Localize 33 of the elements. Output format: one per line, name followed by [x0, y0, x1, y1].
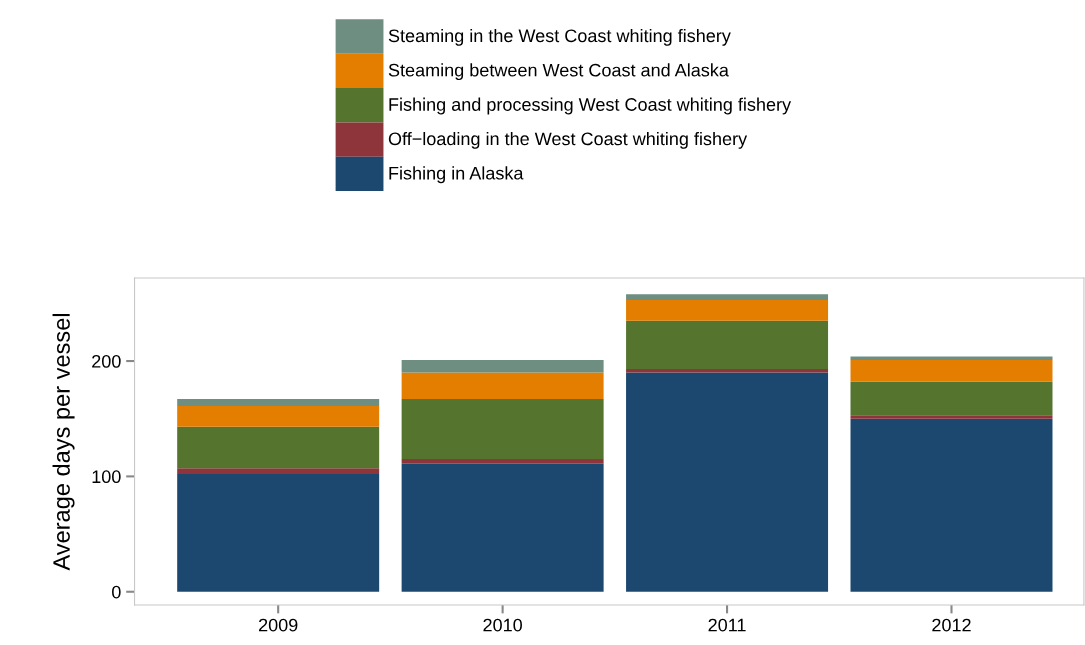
- bar: [401, 463, 604, 592]
- bar: [401, 459, 604, 464]
- bar: [401, 372, 604, 400]
- x-tick-label: 2009: [259, 618, 298, 632]
- bar: [177, 468, 380, 475]
- y-tick-label: 0: [112, 585, 121, 599]
- legend-label: Steaming in the West Coast whiting fishery: [388, 28, 731, 46]
- legend-label: Steaming between West Coast and Alaska: [388, 63, 729, 81]
- x-tick-label: 2012: [932, 618, 971, 632]
- bar: [626, 320, 829, 370]
- bar: [177, 426, 380, 469]
- legend-label: Fishing in Alaska: [389, 166, 524, 184]
- x-tick-label: 2011: [708, 618, 746, 632]
- x-tick-label: 2010: [483, 618, 522, 632]
- bar: [177, 399, 380, 407]
- bar: [401, 399, 604, 460]
- bar: [626, 369, 829, 373]
- bar: [626, 372, 829, 592]
- bar: [401, 359, 604, 373]
- bar: [177, 406, 380, 427]
- legend-label: Off−loading in the West Coast whiting fishery: [388, 131, 748, 149]
- bar: [850, 359, 1053, 382]
- bar: [626, 294, 829, 300]
- legend-label: Fishing and processing West Coast whiting fishery: [389, 97, 792, 115]
- bar: [626, 299, 829, 321]
- bar: [177, 474, 380, 592]
- y-tick-label: 200: [92, 354, 121, 368]
- bar: [850, 415, 1053, 419]
- bar: [850, 418, 1053, 592]
- y-tick-label: 100: [92, 470, 121, 484]
- bar: [850, 381, 1053, 416]
- bar: [850, 356, 1053, 360]
- y-axis-title: Average days per vessel: [52, 314, 75, 571]
